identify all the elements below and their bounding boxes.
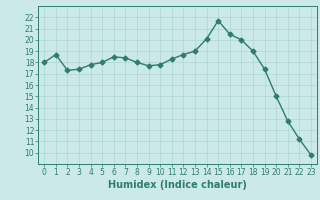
X-axis label: Humidex (Indice chaleur): Humidex (Indice chaleur): [108, 180, 247, 190]
